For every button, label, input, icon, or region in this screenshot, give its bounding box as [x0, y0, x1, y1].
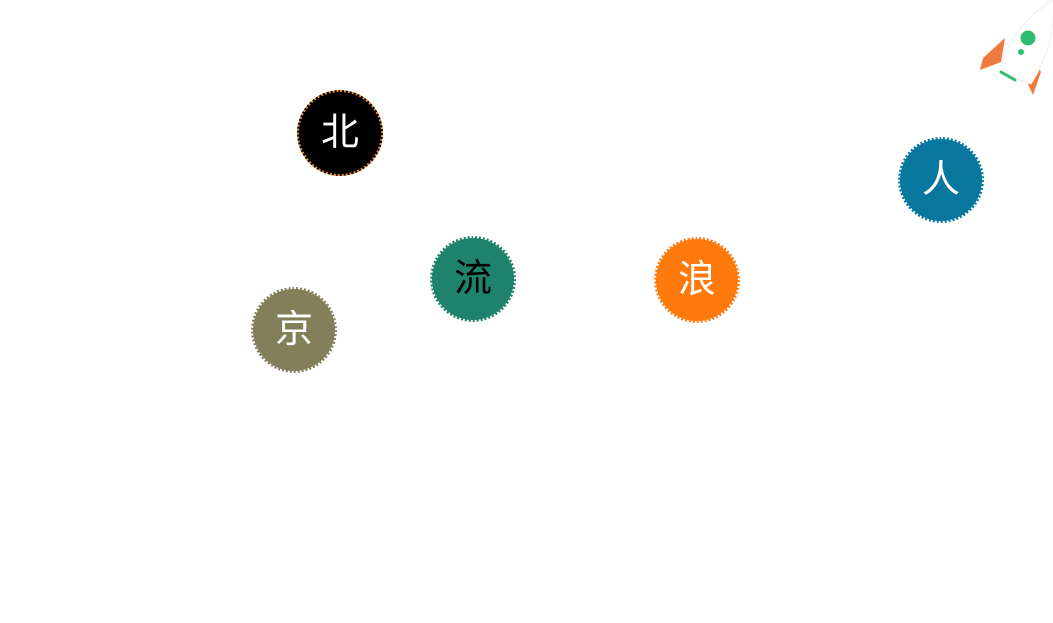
bubble-ren: 人 — [898, 137, 984, 223]
bubble-char-ren: 人 — [921, 157, 960, 201]
bubble-lang: 浪 — [654, 237, 740, 323]
rocket-window — [1020, 30, 1036, 46]
bubble-liu: 流 — [430, 236, 516, 322]
rocket-fin-left — [980, 38, 1005, 70]
bubble-jing: 京 — [251, 287, 337, 373]
bubble-char-lang: 浪 — [677, 257, 716, 301]
bubble-char-jing: 京 — [274, 307, 313, 351]
bubble-char-liu: 流 — [453, 256, 492, 300]
bubble-char-bei: 北 — [320, 110, 359, 154]
rocket-stripe — [999, 70, 1017, 82]
rocket-icon — [980, 0, 1053, 95]
bubble-bei: 北 — [297, 90, 383, 176]
rocket-window-small — [1018, 49, 1024, 55]
